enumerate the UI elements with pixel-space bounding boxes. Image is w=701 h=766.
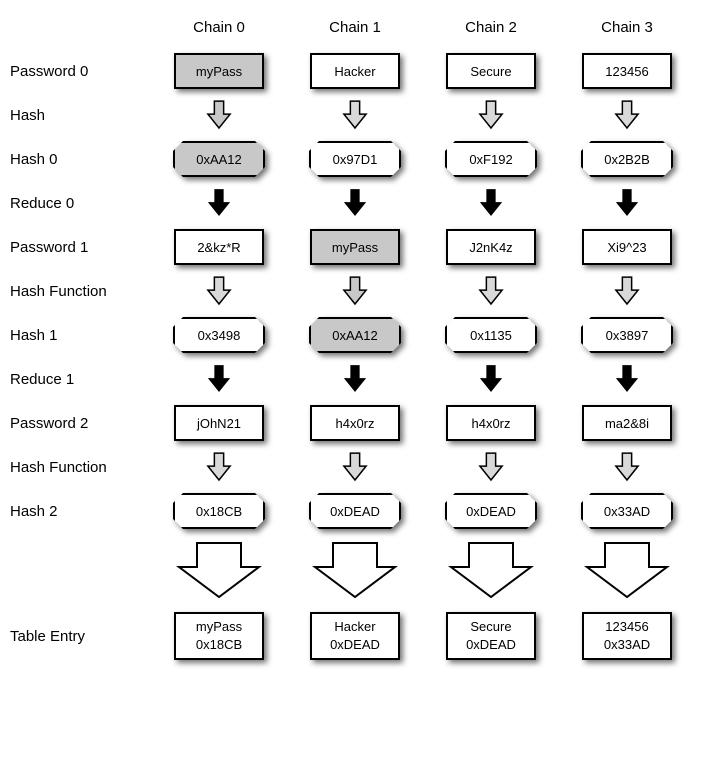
reduce1-arrow-1 bbox=[290, 360, 420, 398]
h2-1: 0xDEAD bbox=[309, 493, 401, 529]
hash-arrow-3 bbox=[562, 96, 692, 134]
p2-1: h4x0rz bbox=[310, 405, 400, 441]
row-label-te: Table Entry bbox=[8, 606, 148, 666]
hf2-arrow-0 bbox=[154, 448, 284, 486]
row-label-bigarrow bbox=[8, 536, 148, 606]
hf2-arrow-1 bbox=[290, 448, 420, 486]
rainbow-table-diagram: Chain 0 Chain 1 Chain 2 Chain 3 Password… bbox=[8, 16, 693, 666]
entry-3-bot: 0x33AD bbox=[604, 636, 650, 654]
row-label-hf2: Hash Function bbox=[8, 448, 148, 486]
reduce1-arrow-0 bbox=[154, 360, 284, 398]
row-label-hf1: Hash Function bbox=[8, 272, 148, 310]
h0-3: 0x2B2B bbox=[581, 141, 673, 177]
p0-2: Secure bbox=[446, 53, 536, 89]
row-label-h0: Hash 0 bbox=[8, 134, 148, 184]
h2-0: 0x18CB bbox=[173, 493, 265, 529]
reduce1-arrow-3 bbox=[562, 360, 692, 398]
big-arrow-3 bbox=[562, 536, 692, 606]
p0-0: myPass bbox=[174, 53, 264, 89]
h1-0: 0x3498 bbox=[173, 317, 265, 353]
col-header-3: Chain 3 bbox=[562, 16, 692, 46]
row-label-h1: Hash 1 bbox=[8, 310, 148, 360]
h2-2: 0xDEAD bbox=[445, 493, 537, 529]
entry-1-top: Hacker bbox=[334, 618, 375, 636]
reduce0-arrow-3 bbox=[562, 184, 692, 222]
reduce0-arrow-1 bbox=[290, 184, 420, 222]
hf1-arrow-2 bbox=[426, 272, 556, 310]
row-label-h2: Hash 2 bbox=[8, 486, 148, 536]
h1-3: 0x3897 bbox=[581, 317, 673, 353]
row-label-hash: Hash bbox=[8, 96, 148, 134]
row-label-blank bbox=[8, 16, 148, 46]
entry-2-top: Secure bbox=[470, 618, 511, 636]
p0-3: 123456 bbox=[582, 53, 672, 89]
h0-0: 0xAA12 bbox=[173, 141, 265, 177]
big-arrow-0 bbox=[154, 536, 284, 606]
entry-2: Secure0xDEAD bbox=[446, 612, 536, 660]
entry-3-top: 123456 bbox=[605, 618, 648, 636]
hf2-arrow-3 bbox=[562, 448, 692, 486]
row-label-r0: Reduce 0 bbox=[8, 184, 148, 222]
h1-1: 0xAA12 bbox=[309, 317, 401, 353]
h2-3: 0x33AD bbox=[581, 493, 673, 529]
reduce0-arrow-0 bbox=[154, 184, 284, 222]
p0-1: Hacker bbox=[310, 53, 400, 89]
p1-2: J2nK4z bbox=[446, 229, 536, 265]
big-arrow-2 bbox=[426, 536, 556, 606]
p1-1: myPass bbox=[310, 229, 400, 265]
h0-1: 0x97D1 bbox=[309, 141, 401, 177]
hf1-arrow-3 bbox=[562, 272, 692, 310]
entry-0-bot: 0x18CB bbox=[196, 636, 242, 654]
entry-0-top: myPass bbox=[196, 618, 242, 636]
p2-3: ma2&8i bbox=[582, 405, 672, 441]
p2-2: h4x0rz bbox=[446, 405, 536, 441]
hf1-arrow-0 bbox=[154, 272, 284, 310]
hf1-arrow-1 bbox=[290, 272, 420, 310]
row-label-r1: Reduce 1 bbox=[8, 360, 148, 398]
p1-0: 2&kz*R bbox=[174, 229, 264, 265]
reduce0-arrow-2 bbox=[426, 184, 556, 222]
p2-0: jOhN21 bbox=[174, 405, 264, 441]
row-label-p2: Password 2 bbox=[8, 398, 148, 448]
hash-arrow-0 bbox=[154, 96, 284, 134]
col-header-1: Chain 1 bbox=[290, 16, 420, 46]
col-header-0: Chain 0 bbox=[154, 16, 284, 46]
entry-1: Hacker0xDEAD bbox=[310, 612, 400, 660]
row-label-p1: Password 1 bbox=[8, 222, 148, 272]
hf2-arrow-2 bbox=[426, 448, 556, 486]
h0-2: 0xF192 bbox=[445, 141, 537, 177]
col-header-2: Chain 2 bbox=[426, 16, 556, 46]
hash-arrow-1 bbox=[290, 96, 420, 134]
entry-3: 1234560x33AD bbox=[582, 612, 672, 660]
hash-arrow-2 bbox=[426, 96, 556, 134]
entry-1-bot: 0xDEAD bbox=[330, 636, 380, 654]
entry-0: myPass0x18CB bbox=[174, 612, 264, 660]
big-arrow-1 bbox=[290, 536, 420, 606]
reduce1-arrow-2 bbox=[426, 360, 556, 398]
p1-3: Xi9^23 bbox=[582, 229, 672, 265]
row-label-p0: Password 0 bbox=[8, 46, 148, 96]
entry-2-bot: 0xDEAD bbox=[466, 636, 516, 654]
h1-2: 0x1135 bbox=[445, 317, 537, 353]
